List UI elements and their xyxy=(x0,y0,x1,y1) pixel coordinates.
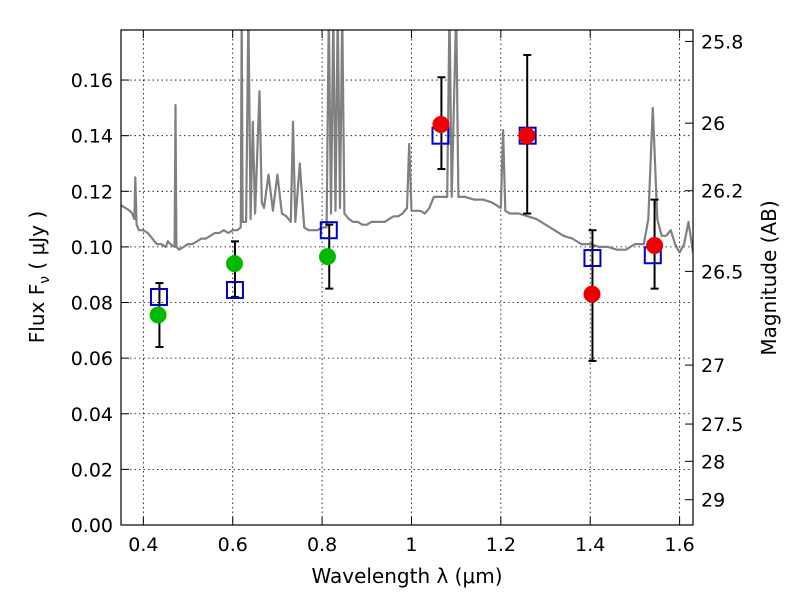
plot-frame xyxy=(120,29,694,526)
y-axis-title: Flux Fν ( μJy ) xyxy=(25,211,53,343)
y2-tick-label: 27 xyxy=(701,355,725,377)
grid-lines xyxy=(121,30,693,525)
x-tick-label: 0.4 xyxy=(128,534,158,556)
green-data-point xyxy=(318,248,336,266)
sed-spectrum-layer xyxy=(121,30,693,254)
sed-spectrum-line xyxy=(121,30,693,254)
green-data-point xyxy=(149,306,167,324)
red-data-point xyxy=(518,127,536,145)
y2-axis-ticks: 25.8 26 26.2 26.5 27 27.5 28 29 xyxy=(685,31,743,512)
model-square-marker xyxy=(319,221,338,240)
y2-tick-label: 29 xyxy=(701,490,725,512)
y-tick-label: 0.10 xyxy=(71,237,113,259)
y-axis-title-main: Flux F xyxy=(25,284,49,343)
x-tick-label: 0.6 xyxy=(218,534,248,556)
plot-area xyxy=(121,30,693,362)
green-data-point xyxy=(226,255,244,273)
y-tick-label: 0.02 xyxy=(71,459,113,481)
model-square-marker xyxy=(149,287,168,306)
model-square-layer xyxy=(149,126,662,306)
y-axis-title-sub: ν xyxy=(37,276,53,284)
model-square-marker xyxy=(225,281,244,300)
y-tick-label: 0.04 xyxy=(71,404,113,426)
y2-axis-title: Magnitude (AB) xyxy=(757,200,781,355)
y2-tick-label: 26.5 xyxy=(701,261,743,283)
x-axis-ticks: 0.4 0.6 0.8 1 1.2 1.4 1.6 xyxy=(128,30,695,556)
red-data-point xyxy=(646,237,664,255)
x-tick-label: 1.4 xyxy=(575,534,605,556)
model-square-marker xyxy=(583,249,602,268)
y-axis-ticks: 0.00 0.02 0.04 0.06 0.08 0.10 0.12 0.14 0.16 xyxy=(71,70,129,537)
y2-tick-label: 26 xyxy=(701,113,725,135)
red-data-point xyxy=(583,285,601,303)
y-tick-label: 0.16 xyxy=(71,70,113,92)
y2-tick-label: 25.8 xyxy=(701,31,743,53)
y-tick-label: 0.08 xyxy=(71,293,113,315)
x-tick-label: 1.2 xyxy=(486,534,516,556)
y2-tick-label: 27.5 xyxy=(701,414,743,436)
x-axis-title: Wavelength λ (μm) xyxy=(311,564,502,588)
x-tick-label: 1.6 xyxy=(664,534,694,556)
y2-tick-label: 28 xyxy=(701,451,725,473)
y2-tick-label: 26.2 xyxy=(701,181,743,203)
y-tick-label: 0.06 xyxy=(71,348,113,370)
x-tick-label: 0.8 xyxy=(307,534,337,556)
y-tick-label: 0.00 xyxy=(71,515,113,537)
y-axis-title-unit: ( μJy ) xyxy=(25,211,49,276)
data-point-layer xyxy=(149,116,664,324)
y-tick-label: 0.14 xyxy=(71,126,113,148)
red-data-point xyxy=(432,116,450,134)
y-tick-label: 0.12 xyxy=(71,181,113,203)
x-tick-label: 1 xyxy=(405,534,417,556)
